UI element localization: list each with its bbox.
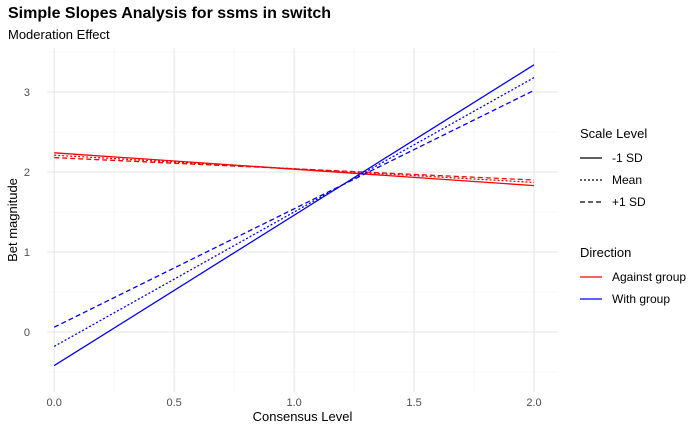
legend-scale-level: Scale Level -1 SD Mean +1 SD xyxy=(580,126,647,213)
legend-label: Against group xyxy=(612,270,687,284)
legend-key-blue xyxy=(580,298,602,300)
legend-label: Mean xyxy=(612,173,643,187)
legend-item-against-group: Against group xyxy=(580,266,686,288)
legend-label: With group xyxy=(612,292,671,306)
x-tick-label: 0.0 xyxy=(47,397,62,409)
legend-label: -1 SD xyxy=(612,151,643,165)
legend-key-red xyxy=(580,276,602,278)
y-tick-label: 3 xyxy=(24,87,30,99)
legend-title-direction: Direction xyxy=(580,245,632,260)
series-line-with-group-dashed xyxy=(53,89,535,328)
legend-item-mean: Mean xyxy=(580,169,647,191)
x-tick-label: 2.0 xyxy=(526,397,541,409)
series-line-with-group-solid xyxy=(53,64,535,367)
x-tick-label: 0.5 xyxy=(167,397,182,409)
legend-item-with-group: With group xyxy=(580,288,686,310)
chart-title: Simple Slopes Analysis for ssms in switc… xyxy=(8,5,332,22)
chart-subtitle: Moderation Effect xyxy=(8,27,110,42)
x-axis-title: Consensus Level xyxy=(253,409,353,424)
x-tick-label: 1.0 xyxy=(286,397,301,409)
y-tick-label: 1 xyxy=(24,247,30,259)
legend-item-minus-1sd: -1 SD xyxy=(580,147,647,169)
legend-key-solid xyxy=(580,157,602,159)
legend-label: +1 SD xyxy=(612,195,646,209)
y-tick-label: 2 xyxy=(24,167,30,179)
series-line-against-group-dashed xyxy=(54,156,535,181)
legend-item-plus-1sd: +1 SD xyxy=(580,191,647,213)
y-tick-label: 0 xyxy=(24,327,30,339)
y-axis-title: Bet magnitude xyxy=(5,178,20,262)
legend-key-dashed xyxy=(580,201,602,203)
legend-title-scale-level: Scale Level xyxy=(580,126,648,141)
legend-key-dotted xyxy=(580,179,602,181)
legend-direction: Direction Against group With group xyxy=(580,245,686,310)
x-tick-label: 1.5 xyxy=(406,397,421,409)
